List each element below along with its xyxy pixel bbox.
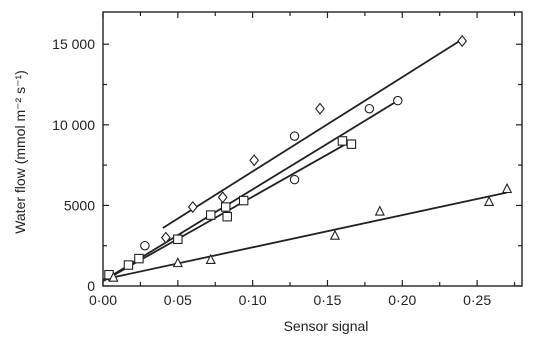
square-point [337,136,348,146]
diamond-point [249,154,260,167]
axis-ticks: 0·00 0·05 0·10 0·15 0·20 0·25 0 5000 10 000 15 00… [52,12,522,308]
plot-border [102,11,523,287]
x-tick-label: 0·05 [164,292,192,308]
x-tick-label: 0·25 [463,292,491,308]
data-markers [104,34,513,282]
square-point [173,234,183,245]
square-point [346,139,357,149]
diamond-point [187,200,198,214]
fit-line-circle [110,99,399,278]
y-tick-label: 15 000 [52,36,95,52]
plot-frame [102,11,523,287]
triangle-point [172,257,183,268]
square-point [222,211,232,222]
triangle-point [483,195,495,206]
fit-line-triangle [102,191,508,281]
diamond-point [457,34,468,48]
square-point [134,253,144,264]
x-tick-label: 0·15 [313,292,341,308]
y-tick-label: 10 000 [52,117,95,133]
square-point [220,202,231,212]
x-axis-title: Sensor signal [284,318,369,334]
y-tick-label: 0 [87,278,95,294]
x-tick-label: 0·20 [388,292,416,308]
circle-point [140,240,150,251]
y-tick-label: 5000 [64,197,95,213]
fit-line-diamond [162,38,463,229]
square-point [123,260,134,270]
triangle-point [108,271,119,282]
triangle-point [205,253,216,264]
fit-lines [102,38,508,282]
circle-point [289,131,300,141]
triangle-point [374,205,385,216]
circle-point [364,103,375,114]
square-point [205,210,216,220]
x-tick-label: 0·00 [89,292,117,308]
diamond-point [160,231,171,244]
diamond-point [315,102,325,115]
triangle-point [329,229,341,240]
y-axis-title: Water flow (mmol m⁻² s⁻¹) [12,70,28,234]
square-point [238,195,249,206]
diamond-point [217,191,228,204]
x-tick-label: 0·10 [239,292,267,308]
circle-point [289,174,300,185]
circle-point [393,95,403,106]
triangle-point [501,182,513,194]
